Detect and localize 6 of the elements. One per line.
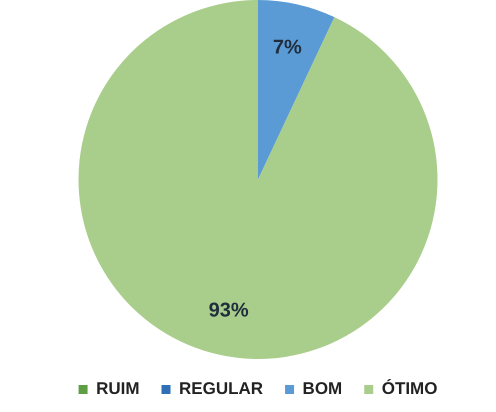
legend-label: BOM	[302, 379, 342, 398]
legend-label: ÓTIMO	[382, 378, 438, 398]
data-label: 93%	[208, 299, 249, 322]
data-label: 7%	[272, 36, 302, 59]
legend-label: REGULAR	[179, 379, 264, 398]
legend-label: RUIM	[96, 379, 140, 398]
